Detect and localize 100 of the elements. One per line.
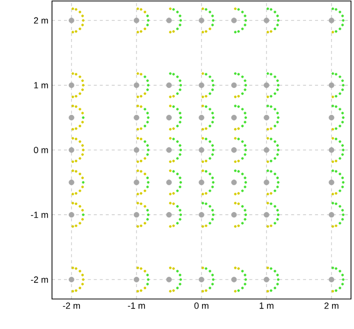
x-tick-label: 1 m (260, 302, 274, 309)
point (172, 105, 175, 108)
point (338, 92, 342, 95)
point (341, 208, 344, 212)
point (334, 192, 338, 195)
point (68, 180, 74, 186)
point (342, 181, 344, 184)
point (146, 208, 149, 212)
point (172, 30, 175, 33)
point (140, 127, 142, 130)
point (241, 222, 244, 224)
point (169, 128, 172, 131)
point (179, 181, 182, 184)
point (179, 213, 182, 216)
point (81, 153, 84, 156)
point (270, 289, 272, 292)
point (244, 14, 246, 18)
point (178, 112, 182, 114)
point (212, 278, 214, 281)
point (204, 8, 208, 11)
point (234, 202, 237, 204)
point (328, 276, 334, 282)
point (204, 105, 208, 108)
point (276, 24, 279, 26)
point (234, 128, 237, 131)
point (244, 88, 246, 92)
point (266, 169, 270, 172)
y-tick-label: 2 m (34, 17, 48, 24)
point (211, 144, 214, 147)
point (234, 137, 237, 140)
point (178, 79, 182, 82)
point (166, 114, 172, 120)
point (237, 224, 240, 228)
x-tick-label: -2 m (62, 302, 80, 309)
point (276, 213, 280, 216)
point (270, 94, 272, 98)
point (341, 153, 344, 156)
point (178, 218, 182, 221)
point (134, 114, 140, 120)
point (176, 92, 179, 95)
point (274, 286, 276, 290)
point (136, 137, 140, 140)
point (136, 104, 140, 108)
point (176, 172, 179, 176)
point (244, 120, 246, 124)
point (212, 181, 214, 184)
point (172, 267, 175, 270)
point (234, 160, 237, 163)
y-tick-label: -2 m (30, 276, 48, 283)
point (332, 96, 334, 98)
point (74, 202, 78, 206)
point (237, 202, 240, 206)
point (166, 212, 172, 218)
point (274, 172, 276, 176)
point (270, 138, 272, 140)
point (204, 202, 208, 206)
point (237, 138, 240, 140)
point (231, 276, 237, 282)
point (276, 116, 280, 119)
point (74, 267, 78, 270)
point (169, 160, 172, 163)
point (134, 18, 140, 24)
point (208, 10, 212, 14)
point (144, 124, 146, 128)
point (81, 112, 84, 114)
point (144, 140, 146, 143)
point (172, 8, 175, 11)
point (237, 160, 240, 162)
point (78, 172, 82, 176)
point (342, 84, 344, 87)
point (241, 270, 244, 272)
point (146, 153, 149, 156)
point (178, 153, 182, 156)
point (241, 190, 244, 192)
point (146, 120, 149, 124)
point (241, 140, 244, 143)
point (136, 225, 140, 228)
point (332, 128, 334, 131)
point (202, 128, 204, 131)
point (178, 186, 182, 188)
point (211, 88, 214, 92)
point (274, 222, 276, 224)
point (202, 7, 204, 10)
point (146, 218, 149, 221)
point (169, 96, 172, 98)
y-tick-label: 1 m (34, 82, 48, 88)
x-tick-label: -1 m (128, 302, 145, 309)
point (204, 72, 208, 76)
point (176, 108, 179, 110)
point (332, 137, 334, 140)
point (237, 30, 240, 33)
point (81, 282, 84, 286)
point (276, 112, 279, 114)
point (136, 192, 140, 196)
point (176, 270, 179, 272)
point (341, 24, 344, 26)
point (202, 72, 204, 75)
point (74, 170, 78, 173)
point (266, 96, 270, 98)
point (176, 190, 179, 192)
